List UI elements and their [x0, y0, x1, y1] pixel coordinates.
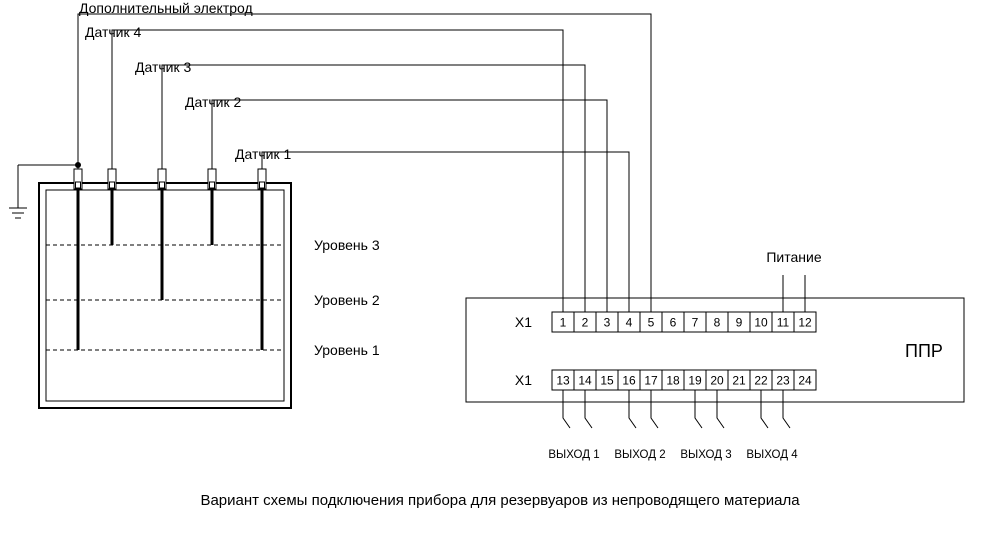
terminal-bot-num-17: 17	[644, 374, 658, 388]
label-sensor2: Датчик 2	[185, 94, 242, 110]
terminal-top-num-8: 8	[714, 316, 721, 330]
terminal-bot-num-13: 13	[556, 374, 570, 388]
label-sensor4: Датчик 4	[85, 24, 142, 40]
terminal-top-num-6: 6	[670, 316, 677, 330]
terminal-bot-num-24: 24	[798, 374, 812, 388]
terminal-bot-label: X1	[515, 372, 532, 388]
terminal-bot-num-21: 21	[732, 374, 746, 388]
terminal-top-num-3: 3	[604, 316, 611, 330]
caption: Вариант схемы подключения прибора для ре…	[200, 492, 800, 509]
label-sensor1: Датчик 1	[235, 146, 292, 162]
device-label: ППР	[905, 341, 943, 361]
output-label-1: ВЫХОД 1	[548, 449, 599, 461]
terminal-top-num-2: 2	[582, 316, 589, 330]
terminal-top-num-1: 1	[560, 316, 567, 330]
terminal-bot-num-15: 15	[600, 374, 614, 388]
terminal-top-num-5: 5	[648, 316, 655, 330]
terminal-bot-num-19: 19	[688, 374, 702, 388]
terminal-bot-num-16: 16	[622, 374, 636, 388]
terminal-top-num-7: 7	[692, 316, 699, 330]
terminal-bot-num-22: 22	[754, 374, 768, 388]
terminal-top-num-10: 10	[754, 316, 768, 330]
terminal-top-num-11: 11	[777, 316, 790, 330]
level-label-level3: Уровень 3	[314, 237, 380, 253]
terminal-top-num-4: 4	[626, 316, 633, 330]
wire-sensor4-to-term4	[262, 152, 629, 312]
output-label-2: ВЫХОД 2	[614, 449, 665, 461]
level-label-level2: Уровень 2	[314, 292, 380, 308]
terminal-bot-num-23: 23	[776, 374, 790, 388]
output-label-4: ВЫХОД 4	[746, 449, 798, 461]
output-label-3: ВЫХОД 3	[680, 449, 731, 461]
label-sensor3: Датчик 3	[135, 59, 192, 75]
terminal-bot-num-14: 14	[578, 374, 592, 388]
terminal-bot-num-18: 18	[666, 374, 680, 388]
terminal-top-num-9: 9	[736, 316, 743, 330]
label-aux-electrode: Дополнительный электрод	[79, 0, 253, 16]
terminal-top-label: X1	[515, 314, 532, 330]
level-label-level1: Уровень 1	[314, 342, 380, 358]
power-label: Питание	[766, 249, 821, 265]
terminal-top-num-12: 12	[798, 316, 812, 330]
terminal-bot-num-20: 20	[710, 374, 724, 388]
